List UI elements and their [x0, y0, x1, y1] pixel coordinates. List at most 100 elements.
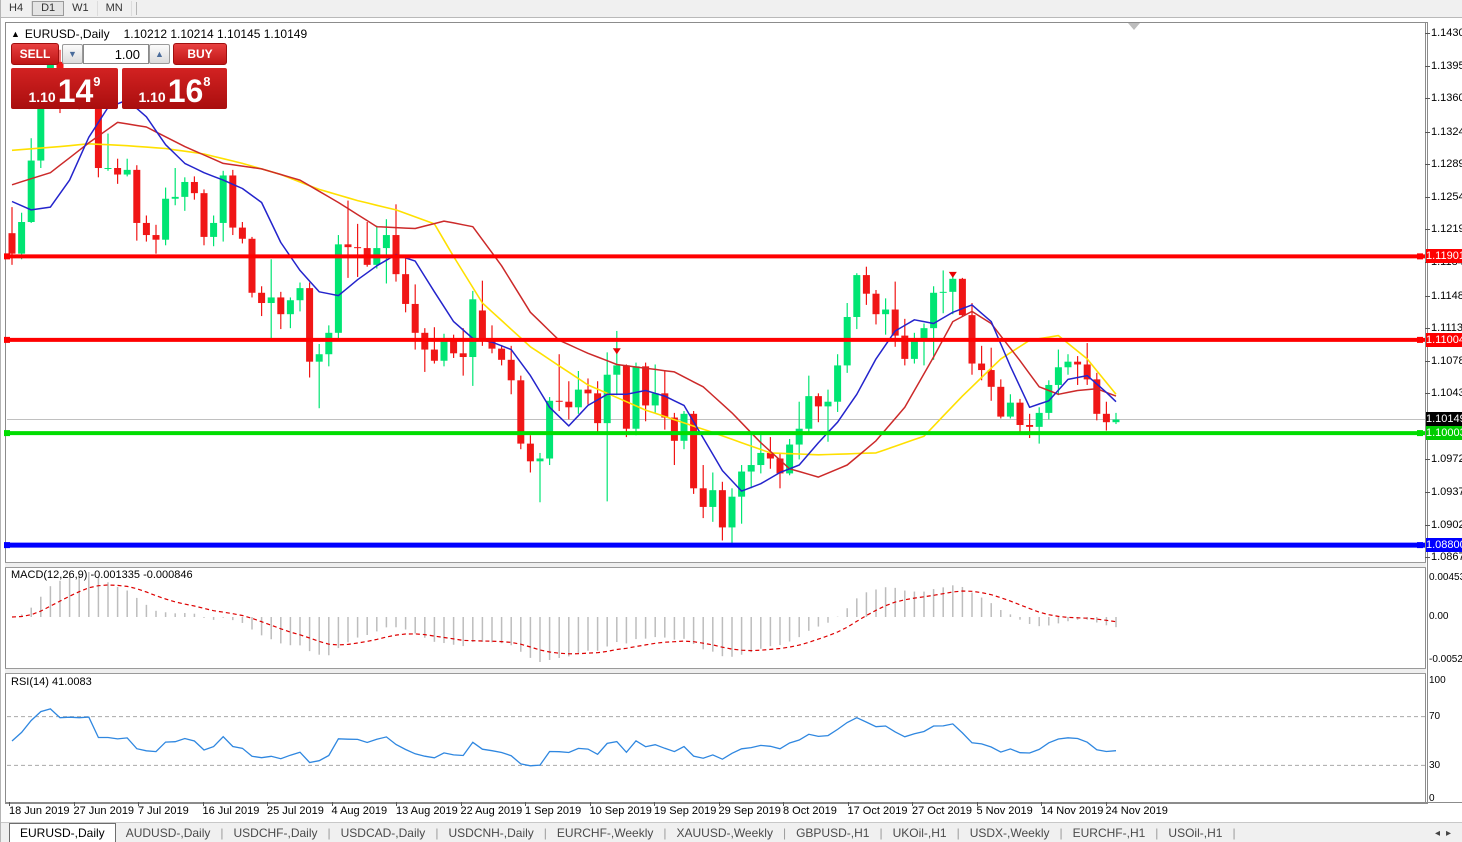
- chart-tab-usdcad-daily[interactable]: USDCAD-,Daily: [340, 826, 426, 840]
- tab-separator: |: [1155, 826, 1159, 840]
- date-axis-label: 17 Oct 2019: [847, 805, 908, 817]
- macd-axis-label: 0.00: [1429, 611, 1449, 622]
- macd-axis-label: 0.004536: [1429, 572, 1462, 583]
- price-axis-tick: 1.13600: [1431, 92, 1462, 105]
- date-axis-tick-mark: [138, 802, 139, 806]
- date-axis-tick-mark: [202, 802, 204, 806]
- timeframe-button-d1[interactable]: D1: [32, 1, 65, 16]
- chart-tab-xauusd-weekly[interactable]: XAUUSD-,Weekly: [676, 826, 773, 840]
- price-axis-tick: 1.13950: [1431, 59, 1462, 72]
- date-axis-tick-mark: [1041, 802, 1042, 806]
- chart-shift-marker-icon[interactable]: [1128, 23, 1140, 30]
- chart-tab-usdcnh-daily[interactable]: USDCNH-,Daily: [448, 826, 534, 840]
- buy-price-big: 16: [167, 72, 204, 109]
- date-axis-label: 27 Jun 2019: [73, 805, 135, 817]
- chart-tab-eurchf-h1[interactable]: EURCHF-,H1: [1072, 826, 1146, 840]
- date-axis-label: 4 Aug 2019: [331, 805, 388, 817]
- price-axis-tick-mark: [1425, 229, 1430, 231]
- price-axis-tick-mark: [1425, 196, 1430, 198]
- price-axis-tick: 1.10780: [1431, 354, 1462, 367]
- date-axis-tick-mark: [1105, 802, 1107, 806]
- price-line-badge: 1.08800: [1426, 538, 1462, 553]
- panel-splitter-rsi[interactable]: [5, 668, 1426, 674]
- price-axis-tick-mark: [1425, 328, 1430, 330]
- price-line-badge: 1.11901: [1426, 249, 1462, 264]
- chart-symbol-label: EURUSD-,Daily: [24, 27, 110, 41]
- price-axis-tick: 1.09020: [1431, 518, 1462, 531]
- chart-tab-audusd-daily[interactable]: AUDUSD-,Daily: [125, 826, 211, 840]
- date-axis-tick-mark: [912, 802, 913, 806]
- chart-tab-usdx-weekly[interactable]: USDX-,Weekly: [969, 826, 1050, 840]
- tab-separator: |: [220, 826, 224, 840]
- tab-separator: |: [327, 826, 331, 840]
- timeframe-button-w1[interactable]: W1: [64, 1, 98, 16]
- price-axis-divider: [1425, 22, 1426, 802]
- toolbar-separator: [135, 2, 137, 15]
- date-axis-label: 18 Jun 2019: [9, 805, 70, 817]
- price-line-badge: 1.10003: [1426, 426, 1462, 441]
- chart-tab-usdchf-daily[interactable]: USDCHF-,Daily: [233, 826, 318, 840]
- panel-splitter-macd[interactable]: [5, 562, 1426, 568]
- date-axis-label: 16 Jul 2019: [202, 805, 260, 817]
- chart-tab-ukoil-h1[interactable]: UKOil-,H1: [892, 826, 947, 840]
- price-axis-tick-mark: [1425, 557, 1430, 559]
- macd-indicator-label: MACD(12,26,9) -0.001335 -0.000846: [11, 569, 193, 581]
- timeframe-button-mn[interactable]: MN: [98, 1, 132, 16]
- price-axis-tick-mark: [1425, 360, 1430, 362]
- date-axis-tick-mark: [9, 802, 10, 806]
- price-axis-tick: 1.13240: [1431, 125, 1462, 138]
- chart-tab-eurchf-weekly[interactable]: EURCHF-,Weekly: [556, 826, 654, 840]
- date-axis-tick-mark: [847, 802, 849, 806]
- date-axis-tick-mark: [331, 802, 333, 806]
- price-axis-tick: 1.12890: [1431, 158, 1462, 171]
- price-line-badge: 1.11004: [1426, 332, 1462, 347]
- chart-tab-usoil-h1[interactable]: USOil-,H1: [1168, 826, 1223, 840]
- chart-tab-eurusd-daily[interactable]: EURUSD-,Daily: [9, 823, 116, 842]
- volume-input[interactable]: [83, 44, 149, 64]
- price-axis-tick-mark: [1425, 131, 1430, 133]
- chart-tab-gbpusd-h1[interactable]: GBPUSD-,H1: [796, 826, 870, 840]
- tab-scroll-right-icon[interactable]: ▸: [1445, 827, 1457, 839]
- sell-button[interactable]: SELL: [11, 43, 59, 65]
- volume-increase-button[interactable]: ▲: [149, 44, 170, 64]
- date-axis-tick-mark: [267, 802, 268, 806]
- price-axis-tick: 1.09370: [1431, 486, 1462, 499]
- date-axis-label: 5 Nov 2019: [976, 805, 1033, 817]
- tab-scroll-arrows: ◂▸: [1435, 828, 1457, 839]
- price-axis-tick: 1.14300: [1431, 27, 1462, 39]
- date-axis-label: 10 Sep 2019: [589, 805, 652, 817]
- tab-separator: |: [879, 826, 883, 840]
- sell-price-display[interactable]: 1.10 14 9: [11, 68, 118, 109]
- price-axis-tick-mark: [1425, 492, 1430, 494]
- date-axis-label: 27 Oct 2019: [912, 805, 972, 817]
- rsi-axis-label: 70: [1429, 711, 1441, 722]
- buy-price-display[interactable]: 1.10 16 8: [122, 68, 227, 109]
- price-line-badge: 1.10149: [1426, 412, 1462, 427]
- buy-price-prefix: 1.10: [138, 89, 166, 105]
- date-axis-tick-mark: [73, 802, 75, 806]
- tab-scroll-left-icon[interactable]: ◂: [1434, 827, 1446, 839]
- sell-price-prefix: 1.10: [28, 89, 56, 105]
- timeframe-button-h4[interactable]: H4: [1, 1, 33, 16]
- date-axis-tick-mark: [654, 802, 655, 806]
- tab-separator: |: [782, 826, 787, 840]
- volume-decrease-button[interactable]: ▼: [62, 44, 83, 64]
- date-axis-label: 29 Sep 2019: [718, 805, 781, 817]
- date-axis-tick-mark: [783, 802, 784, 806]
- price-axis-tick: 1.12540: [1431, 190, 1462, 203]
- price-axis-tick-mark: [1425, 459, 1430, 461]
- price-axis-tick: 1.09720: [1431, 453, 1462, 466]
- price-axis-tick-mark: [1425, 65, 1430, 67]
- rsi-axis-label: 30: [1429, 760, 1441, 771]
- date-axis-tick-mark: [976, 802, 978, 806]
- date-axis-label: 25 Jul 2019: [267, 805, 324, 817]
- collapse-panel-icon[interactable]: ▲: [11, 29, 20, 39]
- price-axis-tick-mark: [1425, 98, 1430, 100]
- date-axis-label: 7 Jul 2019: [138, 805, 189, 817]
- buy-button[interactable]: BUY: [173, 43, 227, 65]
- date-axis-label: 1 Sep 2019: [525, 805, 582, 817]
- sell-price-pip: 9: [93, 74, 101, 89]
- date-axis-label: 24 Nov 2019: [1105, 805, 1168, 817]
- price-axis-tick-mark: [1425, 393, 1430, 395]
